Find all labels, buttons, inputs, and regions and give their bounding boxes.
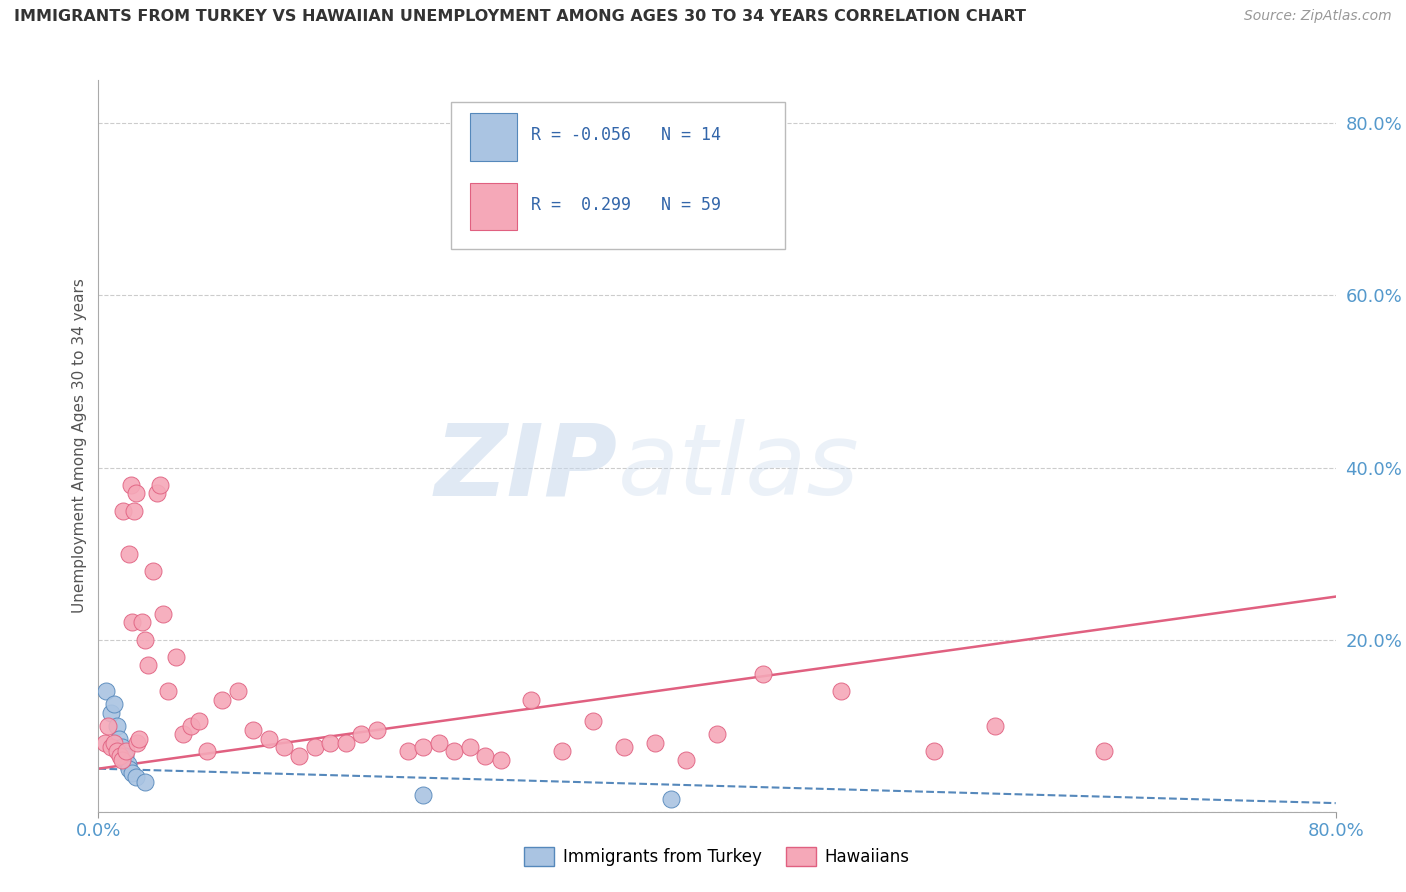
Point	[152, 607, 174, 621]
Point	[134, 774, 156, 789]
Point	[257, 731, 280, 746]
Point	[1092, 744, 1115, 758]
Point	[443, 744, 465, 758]
Point	[128, 731, 150, 746]
Point	[551, 744, 574, 758]
Point	[165, 649, 187, 664]
Point	[141, 564, 165, 578]
Point	[211, 693, 233, 707]
Point	[180, 719, 202, 733]
Point	[195, 744, 218, 758]
Point	[273, 740, 295, 755]
Text: Source: ZipAtlas.com: Source: ZipAtlas.com	[1244, 9, 1392, 23]
Point	[288, 748, 311, 763]
Point	[115, 744, 138, 758]
Point	[396, 744, 419, 758]
Point	[103, 697, 125, 711]
Point	[122, 503, 145, 517]
Point	[412, 788, 434, 802]
Point	[118, 547, 141, 561]
Point	[117, 757, 139, 772]
Point	[412, 740, 434, 755]
Point	[188, 714, 211, 729]
Point	[613, 740, 636, 755]
Point	[675, 753, 697, 767]
Point	[96, 684, 118, 698]
FancyBboxPatch shape	[470, 183, 516, 230]
Point	[304, 740, 326, 755]
Point	[319, 736, 342, 750]
Legend: Immigrants from Turkey, Hawaiians: Immigrants from Turkey, Hawaiians	[517, 840, 917, 873]
Point	[105, 719, 128, 733]
Point	[111, 753, 132, 767]
Text: ZIP: ZIP	[434, 419, 619, 516]
FancyBboxPatch shape	[451, 103, 785, 249]
Point	[474, 748, 496, 763]
Point	[108, 748, 131, 763]
Point	[121, 615, 143, 630]
Point	[134, 632, 156, 647]
Point	[922, 744, 945, 758]
Point	[659, 792, 682, 806]
Point	[427, 736, 450, 750]
Point	[984, 719, 1007, 733]
Point	[582, 714, 605, 729]
Point	[93, 736, 115, 750]
Point	[100, 706, 122, 720]
Point	[118, 762, 141, 776]
Point	[112, 503, 135, 517]
Point	[350, 727, 373, 741]
Point	[127, 736, 149, 750]
Point	[121, 766, 143, 780]
Point	[706, 727, 728, 741]
FancyBboxPatch shape	[470, 113, 516, 161]
Point	[146, 486, 169, 500]
Text: R =  0.299   N = 59: R = 0.299 N = 59	[531, 195, 721, 213]
Point	[124, 486, 146, 500]
Point	[335, 736, 357, 750]
Point	[105, 744, 128, 758]
Point	[107, 731, 129, 746]
Point	[242, 723, 264, 737]
Text: atlas: atlas	[619, 419, 859, 516]
Point	[136, 658, 159, 673]
Point	[100, 740, 122, 755]
Point	[489, 753, 512, 767]
Point	[172, 727, 194, 741]
Point	[131, 615, 153, 630]
Point	[830, 684, 852, 698]
Point	[149, 477, 172, 491]
Point	[97, 719, 120, 733]
Point	[458, 740, 481, 755]
Text: IMMIGRANTS FROM TURKEY VS HAWAIIAN UNEMPLOYMENT AMONG AGES 30 TO 34 YEARS CORREL: IMMIGRANTS FROM TURKEY VS HAWAIIAN UNEMP…	[14, 9, 1026, 24]
Point	[520, 693, 543, 707]
Text: R = -0.056   N = 14: R = -0.056 N = 14	[531, 126, 721, 145]
Point	[114, 748, 136, 763]
Point	[226, 684, 249, 698]
Point	[157, 684, 180, 698]
Y-axis label: Unemployment Among Ages 30 to 34 years: Unemployment Among Ages 30 to 34 years	[72, 278, 87, 614]
Point	[644, 736, 666, 750]
Point	[111, 740, 132, 755]
Point	[124, 770, 146, 784]
Point	[752, 667, 775, 681]
Point	[366, 723, 388, 737]
Point	[120, 477, 142, 491]
Point	[103, 736, 125, 750]
